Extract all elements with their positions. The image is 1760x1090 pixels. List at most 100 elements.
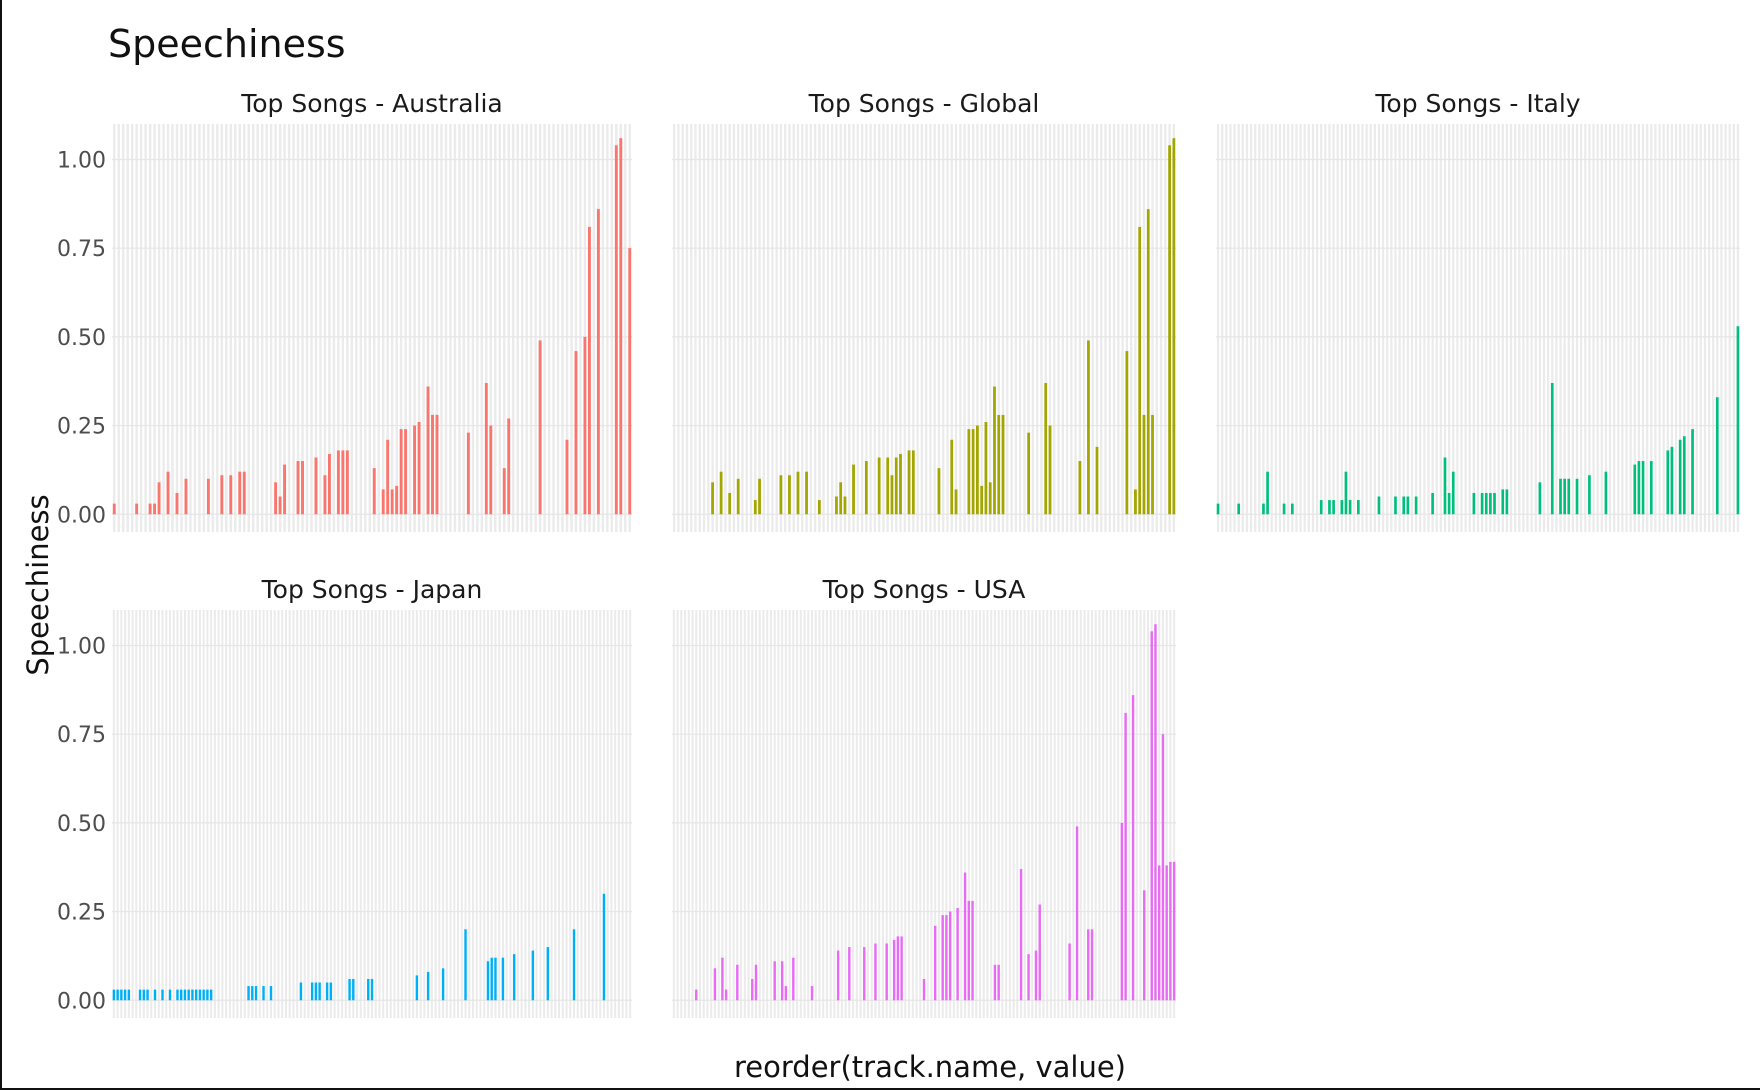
- bar: [1641, 461, 1645, 515]
- bar: [441, 968, 445, 1001]
- bar: [138, 989, 142, 1001]
- bar: [1575, 478, 1579, 515]
- bar: [116, 989, 119, 1001]
- bar: [933, 925, 937, 1001]
- bar: [900, 936, 903, 1001]
- bar: [1538, 482, 1542, 515]
- bar: [874, 943, 877, 1001]
- bar: [283, 464, 287, 515]
- bar: [751, 978, 754, 1001]
- bar: [997, 414, 1001, 515]
- bar: [1649, 461, 1653, 515]
- bar: [695, 989, 698, 1001]
- bar: [922, 978, 926, 1001]
- bar: [1048, 425, 1052, 515]
- bar: [1443, 457, 1447, 515]
- x-axis-title: reorder(track.name, value): [734, 1050, 1126, 1084]
- bar: [1340, 500, 1344, 515]
- bar: [323, 475, 327, 515]
- bar: [274, 482, 278, 515]
- bar: [176, 989, 179, 1001]
- bar: [370, 978, 374, 1001]
- bar: [489, 425, 493, 515]
- bar: [310, 982, 314, 1001]
- bar: [184, 478, 188, 515]
- bar: [1237, 503, 1241, 515]
- bar: [896, 936, 900, 1001]
- bar: [1328, 500, 1331, 515]
- y-tick-label: 1.00: [57, 634, 106, 659]
- bar: [220, 475, 224, 515]
- facet-strip-label: Top Songs - Italy: [1374, 89, 1580, 118]
- facet-panel: Top Songs - Japan 0.00 0.25 0.50 0.75 1.00: [57, 575, 632, 1018]
- bar: [892, 939, 896, 1001]
- bar: [956, 908, 959, 1001]
- bar: [242, 471, 246, 515]
- bar: [367, 978, 370, 1001]
- bar: [1472, 492, 1476, 515]
- bar: [753, 500, 757, 515]
- bar: [1332, 500, 1335, 515]
- bar: [894, 457, 898, 515]
- bar: [153, 989, 157, 1001]
- bar: [399, 429, 403, 515]
- bar: [1216, 503, 1220, 515]
- bar: [950, 439, 954, 515]
- bar: [848, 947, 851, 1001]
- bar: [1670, 446, 1674, 515]
- bar: [1736, 326, 1740, 515]
- bar: [596, 209, 600, 515]
- bar: [864, 461, 868, 515]
- bar: [963, 872, 967, 1001]
- bar: [1134, 489, 1137, 515]
- bar: [1550, 382, 1554, 515]
- bar: [852, 464, 855, 515]
- bar: [507, 418, 511, 515]
- bar: [1501, 489, 1505, 515]
- bar: [251, 986, 254, 1001]
- bar: [1157, 865, 1161, 1001]
- bar: [198, 989, 202, 1001]
- facet-panel: Top Songs - Italy: [1216, 89, 1740, 532]
- bar: [123, 989, 127, 1001]
- bar: [1604, 471, 1608, 515]
- bar: [713, 968, 717, 1001]
- bar: [890, 475, 894, 515]
- bar: [1044, 382, 1048, 515]
- bar: [296, 461, 300, 515]
- bar: [907, 450, 911, 515]
- bar: [773, 961, 776, 1001]
- bar: [984, 422, 988, 515]
- bar: [431, 414, 434, 515]
- bar: [191, 989, 194, 1001]
- facet-strip-label: Top Songs - Australia: [240, 89, 503, 118]
- bar: [417, 422, 421, 515]
- y-tick-label: 0.50: [57, 326, 106, 351]
- bar: [835, 496, 838, 515]
- bar: [466, 432, 470, 515]
- bar: [183, 989, 187, 1001]
- bar: [805, 471, 808, 515]
- bar: [911, 450, 915, 515]
- bar: [839, 482, 843, 515]
- chart-title: Speechiness: [108, 22, 346, 66]
- bar: [135, 503, 139, 515]
- bar: [314, 457, 318, 515]
- bar: [329, 982, 333, 1001]
- bar: [724, 989, 728, 1001]
- bar: [120, 989, 123, 1001]
- bar: [997, 964, 1000, 1001]
- bar: [146, 989, 149, 1001]
- bar: [352, 978, 355, 1001]
- bar: [194, 989, 198, 1001]
- bar: [1125, 351, 1129, 515]
- bar: [572, 929, 576, 1001]
- bar: [796, 471, 800, 515]
- bar: [1019, 868, 1023, 1001]
- bar: [941, 915, 944, 1001]
- bar: [1406, 496, 1410, 515]
- bar: [1666, 450, 1670, 515]
- bar: [206, 478, 210, 515]
- bar: [426, 386, 430, 515]
